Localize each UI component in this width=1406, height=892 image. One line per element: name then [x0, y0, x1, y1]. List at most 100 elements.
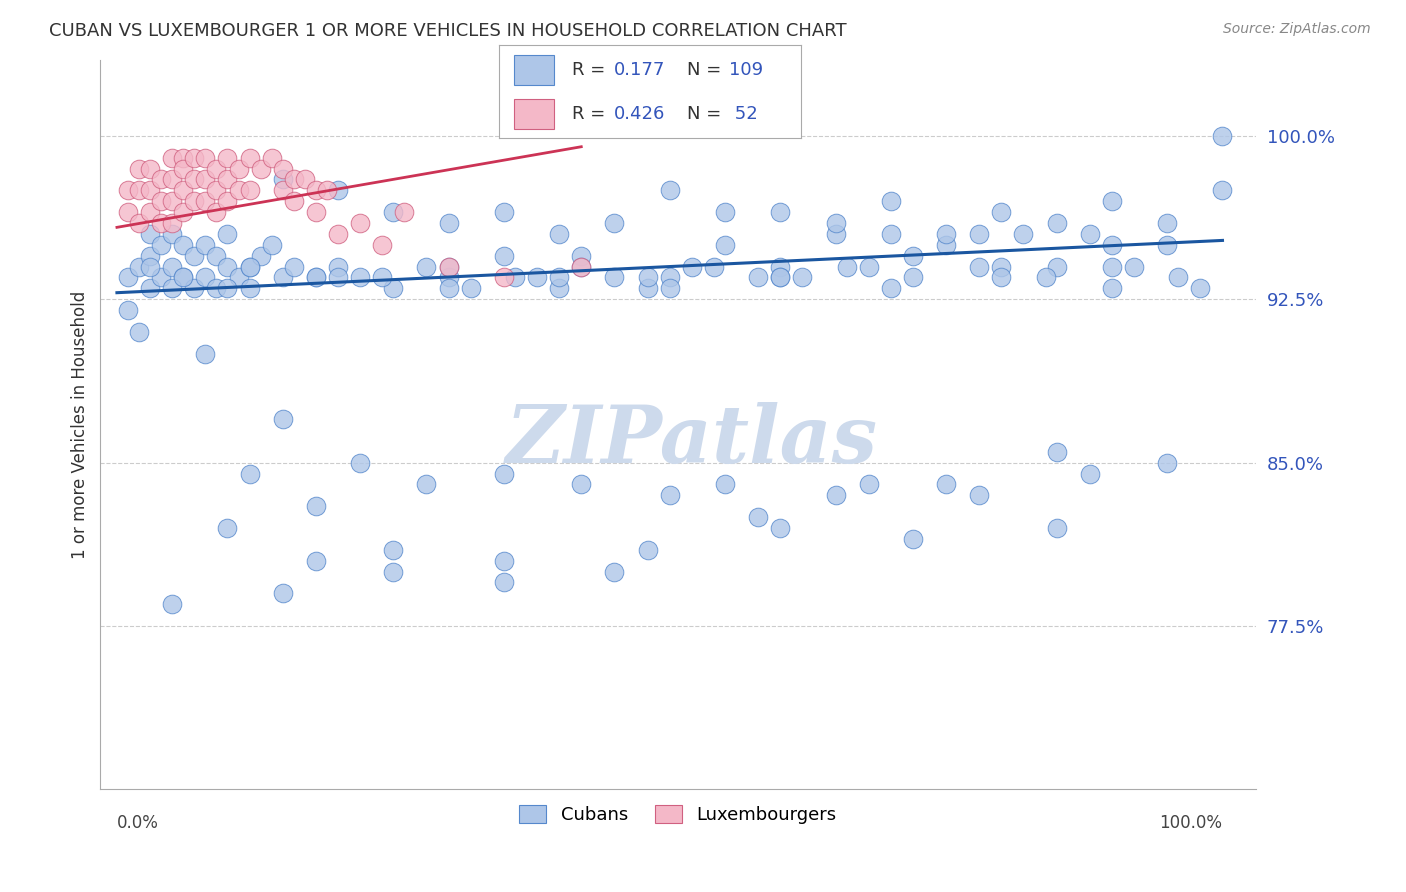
Point: [349, 216, 371, 230]
Point: [205, 249, 228, 263]
Point: [117, 183, 139, 197]
Point: [239, 183, 262, 197]
Point: [658, 281, 681, 295]
Point: [1101, 237, 1123, 252]
Point: [194, 270, 217, 285]
Point: [492, 467, 515, 481]
Point: [326, 227, 349, 241]
Point: [526, 270, 548, 285]
Point: [569, 260, 592, 274]
Point: [305, 270, 328, 285]
Point: [603, 270, 626, 285]
Point: [569, 477, 592, 491]
Point: [935, 227, 957, 241]
Point: [194, 172, 217, 186]
Point: [967, 488, 990, 502]
Point: [492, 575, 515, 590]
Point: [249, 161, 271, 176]
Point: [139, 249, 162, 263]
Point: [503, 270, 526, 285]
Point: [150, 270, 173, 285]
Point: [492, 205, 515, 219]
Point: [117, 205, 139, 219]
Point: [1167, 270, 1189, 285]
Point: [283, 260, 305, 274]
Bar: [515, 55, 554, 85]
Text: CUBAN VS LUXEMBOURGER 1 OR MORE VEHICLES IN HOUSEHOLD CORRELATION CHART: CUBAN VS LUXEMBOURGER 1 OR MORE VEHICLES…: [49, 22, 846, 40]
Point: [769, 270, 792, 285]
Point: [283, 194, 305, 209]
Point: [326, 183, 349, 197]
Point: [637, 270, 659, 285]
Point: [637, 542, 659, 557]
Point: [681, 260, 703, 274]
Point: [249, 249, 271, 263]
Point: [415, 260, 437, 274]
Point: [569, 249, 592, 263]
Point: [394, 205, 416, 219]
Point: [901, 270, 924, 285]
Point: [150, 172, 173, 186]
Point: [1101, 260, 1123, 274]
Point: [371, 237, 394, 252]
Point: [160, 172, 183, 186]
Point: [172, 270, 194, 285]
Point: [160, 194, 183, 209]
Point: [901, 249, 924, 263]
Point: [1189, 281, 1212, 295]
Point: [1078, 467, 1101, 481]
Point: [160, 597, 183, 611]
Point: [990, 270, 1012, 285]
Point: [183, 281, 205, 295]
Text: N =: N =: [686, 61, 721, 78]
Point: [160, 281, 183, 295]
Text: R =: R =: [572, 61, 605, 78]
Point: [294, 172, 316, 186]
Point: [747, 510, 769, 524]
Point: [437, 281, 460, 295]
Point: [1046, 260, 1069, 274]
Point: [1211, 128, 1233, 143]
Point: [217, 194, 239, 209]
Point: [239, 260, 262, 274]
Point: [769, 260, 792, 274]
Point: [382, 281, 405, 295]
Point: [492, 554, 515, 568]
Point: [139, 260, 162, 274]
Point: [172, 161, 194, 176]
Point: [824, 227, 846, 241]
Point: [217, 521, 239, 535]
Point: [382, 542, 405, 557]
Point: [437, 260, 460, 274]
Point: [967, 227, 990, 241]
Legend: Cubans, Luxembourgers: Cubans, Luxembourgers: [512, 797, 844, 831]
Point: [603, 216, 626, 230]
Point: [205, 183, 228, 197]
Text: Source: ZipAtlas.com: Source: ZipAtlas.com: [1223, 22, 1371, 37]
Point: [769, 521, 792, 535]
Point: [492, 270, 515, 285]
Point: [194, 194, 217, 209]
Point: [326, 260, 349, 274]
Point: [658, 270, 681, 285]
Text: 100.0%: 100.0%: [1160, 814, 1222, 832]
Point: [117, 303, 139, 318]
Point: [1123, 260, 1146, 274]
Point: [194, 347, 217, 361]
Text: ZIPatlas: ZIPatlas: [506, 402, 877, 480]
Point: [228, 270, 250, 285]
Text: 109: 109: [728, 61, 763, 78]
Point: [305, 270, 328, 285]
Point: [1012, 227, 1035, 241]
Point: [437, 260, 460, 274]
Point: [183, 249, 205, 263]
Point: [437, 270, 460, 285]
Point: [637, 281, 659, 295]
Point: [150, 216, 173, 230]
Point: [139, 161, 162, 176]
Point: [160, 151, 183, 165]
Point: [305, 183, 328, 197]
Point: [1156, 456, 1178, 470]
Point: [139, 183, 162, 197]
Point: [239, 467, 262, 481]
